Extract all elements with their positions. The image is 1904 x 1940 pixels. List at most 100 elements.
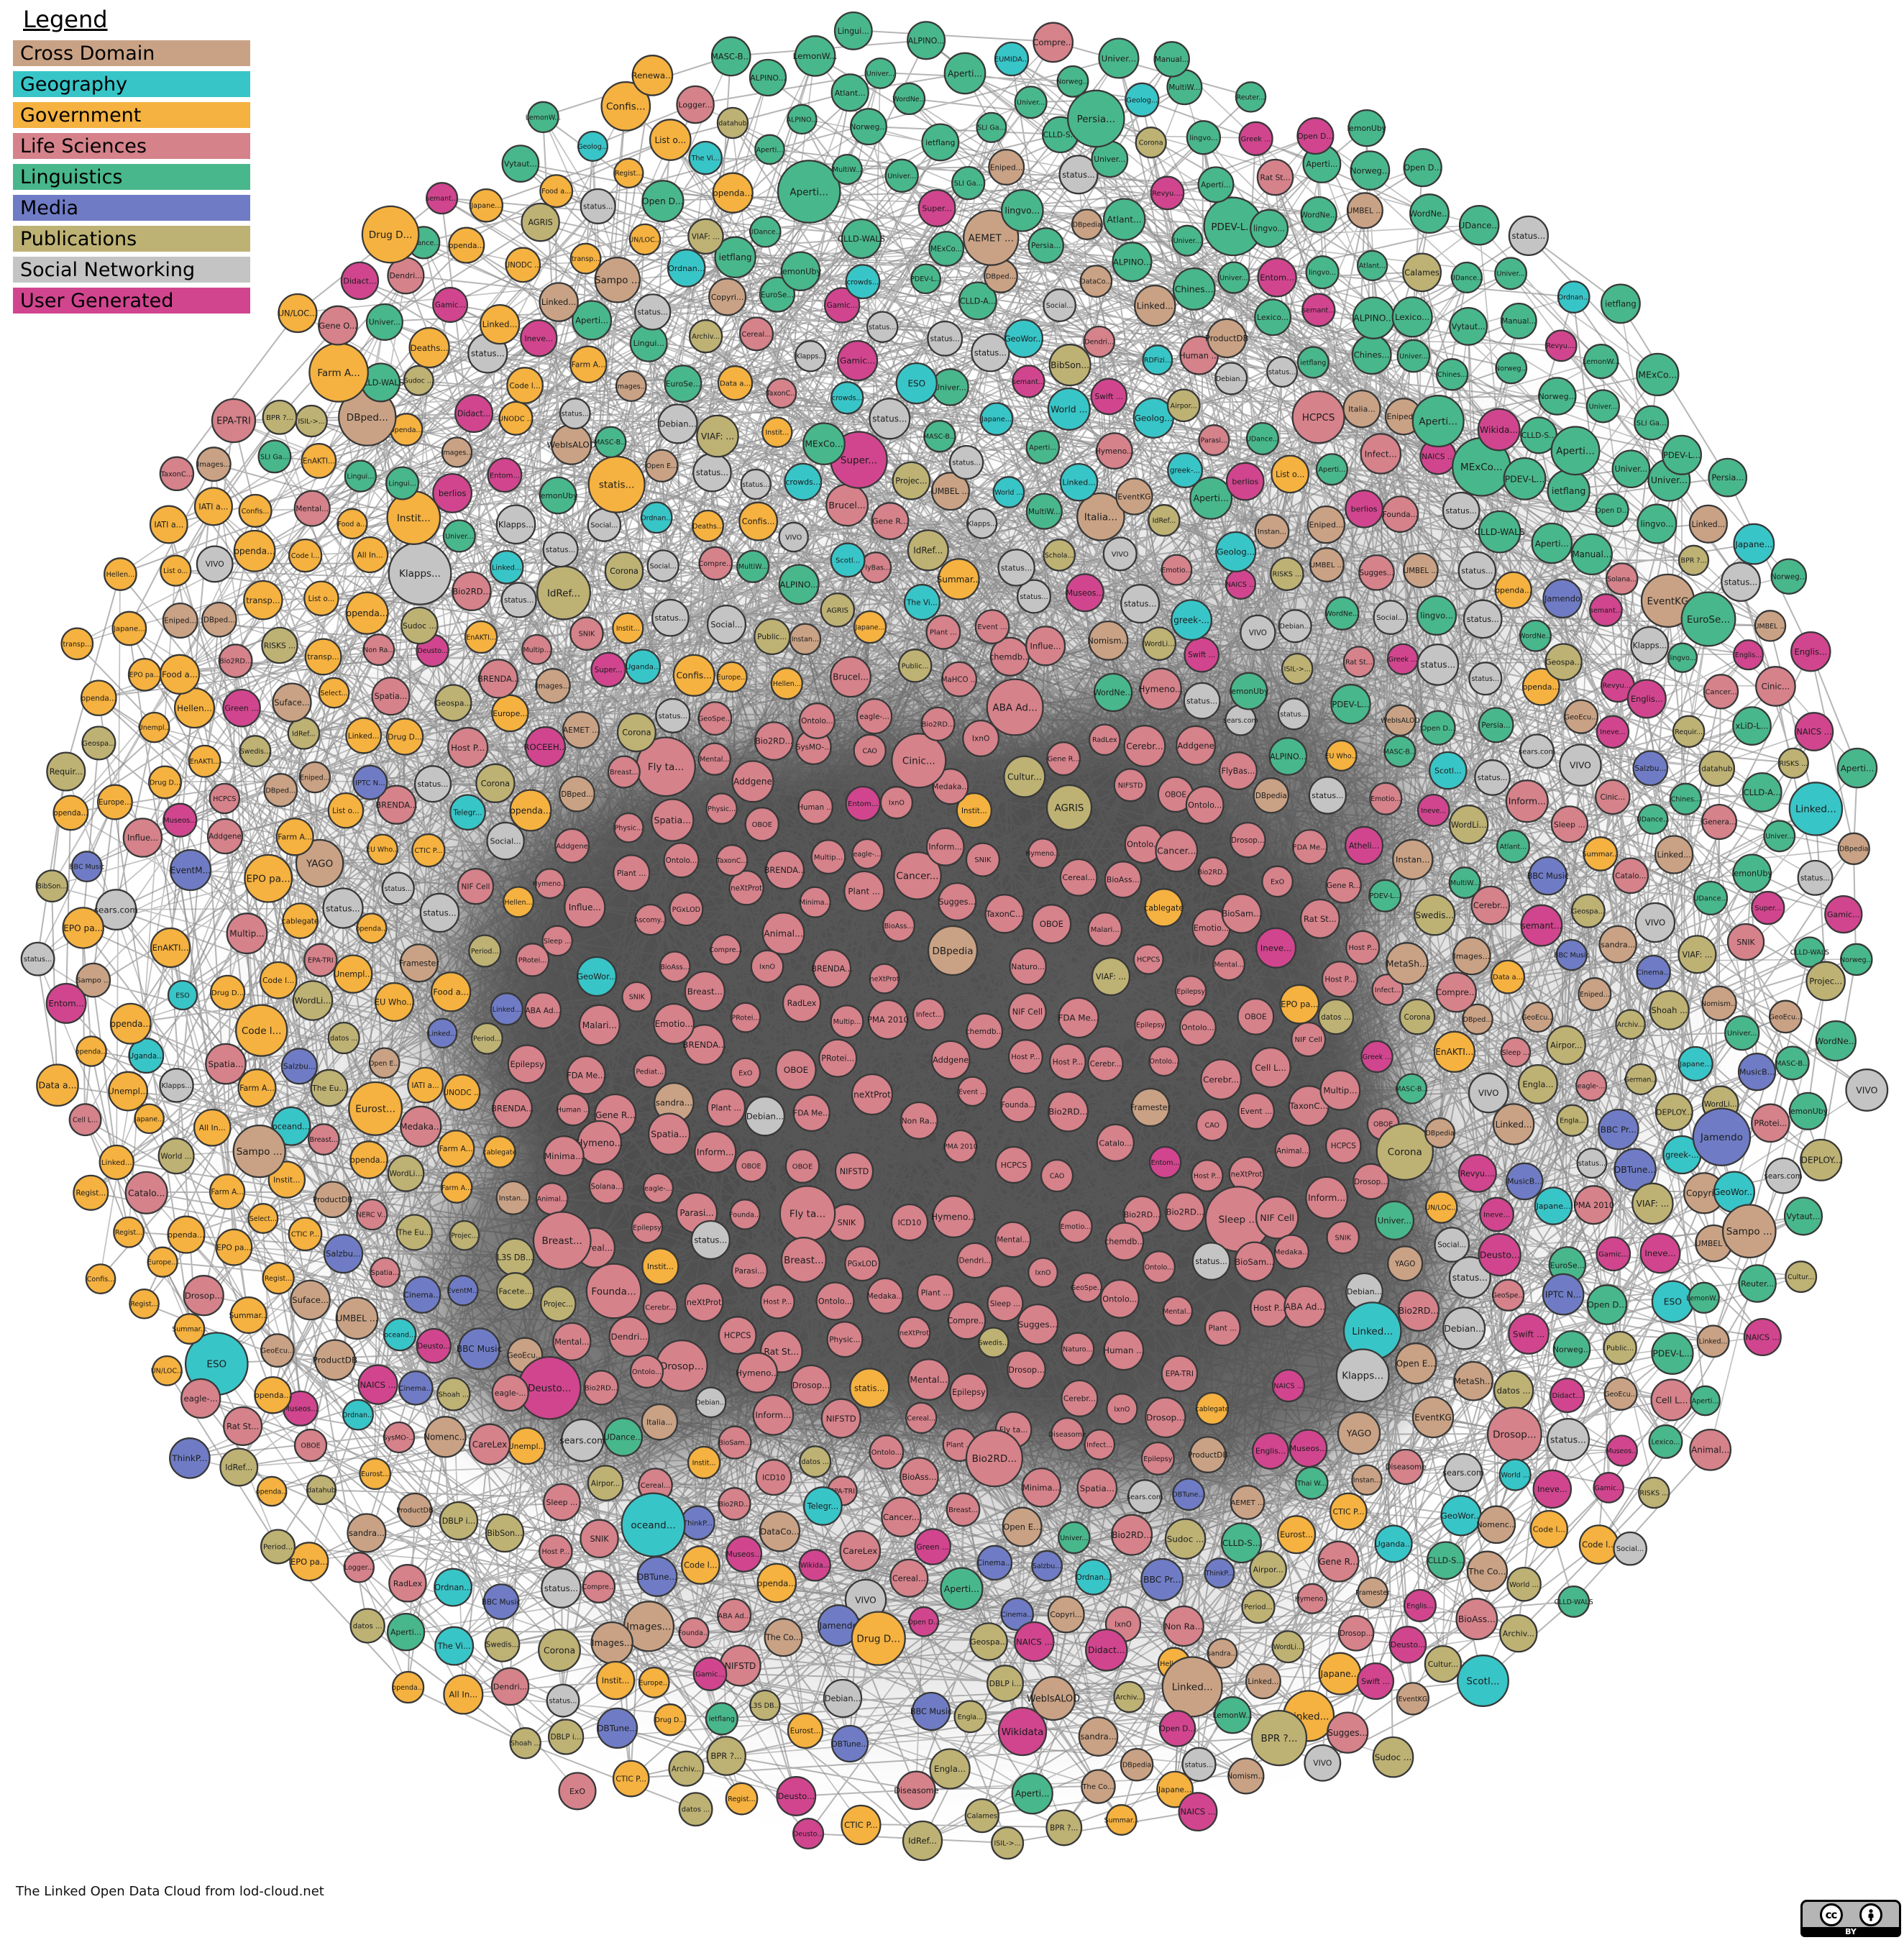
dataset-node[interactable] (1550, 426, 1601, 476)
dataset-node[interactable] (1204, 1557, 1235, 1589)
dataset-node[interactable] (201, 601, 237, 638)
dataset-node[interactable] (965, 842, 1001, 877)
dataset-node[interactable] (543, 1483, 581, 1522)
dataset-node[interactable] (613, 157, 644, 189)
dataset-node[interactable] (1123, 725, 1166, 767)
dataset-node[interactable] (442, 519, 476, 553)
dataset-node[interactable] (407, 1066, 444, 1104)
dataset-node[interactable] (1195, 1391, 1230, 1426)
dataset-node[interactable] (752, 1394, 795, 1436)
dataset-node[interactable] (386, 1613, 426, 1652)
dataset-node[interactable] (1167, 452, 1204, 488)
dataset-node[interactable] (478, 659, 518, 699)
dataset-node[interactable] (787, 104, 818, 135)
dataset-node[interactable] (1003, 755, 1046, 798)
dataset-node[interactable] (1768, 999, 1803, 1034)
dataset-node[interactable] (1189, 476, 1233, 520)
dataset-node[interactable] (1139, 667, 1182, 710)
dataset-node[interactable] (1783, 1197, 1823, 1236)
dataset-node[interactable] (1631, 1182, 1674, 1225)
dataset-node[interactable] (740, 468, 772, 500)
dataset-node[interactable] (1534, 1186, 1573, 1225)
dataset-node[interactable] (1805, 961, 1846, 1002)
dataset-node[interactable] (159, 1068, 194, 1103)
dataset-node[interactable] (890, 1203, 929, 1242)
dataset-node[interactable] (62, 907, 104, 949)
dataset-node[interactable] (318, 305, 358, 346)
dataset-node[interactable] (359, 1458, 392, 1491)
dataset-node[interactable] (150, 927, 191, 969)
dataset-node[interactable] (927, 320, 964, 357)
dataset-node[interactable] (1741, 772, 1782, 813)
dataset-node[interactable] (587, 1465, 624, 1501)
dataset-node[interactable] (1337, 1615, 1375, 1652)
dataset-node[interactable] (1448, 1255, 1491, 1299)
dataset-node[interactable] (1751, 890, 1785, 925)
dataset-node[interactable] (1450, 261, 1483, 293)
dataset-node[interactable] (426, 182, 459, 215)
dataset-node[interactable] (1045, 784, 1093, 831)
dataset-node[interactable] (1550, 805, 1589, 843)
dataset-node[interactable] (969, 1622, 1008, 1661)
dataset-node[interactable] (1531, 522, 1573, 564)
dataset-node[interactable] (1172, 267, 1216, 311)
dataset-node[interactable] (434, 684, 472, 722)
dataset-node[interactable] (907, 1358, 951, 1401)
dataset-node[interactable] (636, 1556, 678, 1597)
dataset-node[interactable] (738, 316, 774, 352)
dataset-node[interactable] (900, 1457, 939, 1497)
dataset-node[interactable] (1161, 1656, 1223, 1718)
dataset-node[interactable] (159, 456, 195, 492)
dataset-node[interactable] (1240, 614, 1276, 651)
dataset-node[interactable] (489, 549, 524, 585)
dataset-node[interactable] (128, 1038, 165, 1074)
dataset-node[interactable] (678, 1617, 710, 1649)
dataset-node[interactable] (167, 1215, 206, 1254)
dataset-node[interactable] (799, 1445, 832, 1478)
dataset-node[interactable] (419, 892, 460, 933)
dataset-node[interactable] (1474, 759, 1511, 796)
dataset-node[interactable] (282, 902, 319, 939)
dataset-node[interactable] (1433, 1030, 1475, 1073)
dataset-node[interactable] (818, 1038, 858, 1078)
dataset-node[interactable] (542, 531, 579, 568)
dataset-node[interactable] (1353, 1163, 1390, 1200)
dataset-node[interactable] (388, 1564, 427, 1603)
dataset-node[interactable] (974, 609, 1010, 644)
dataset-node[interactable] (343, 1552, 375, 1583)
dataset-node[interactable] (70, 851, 103, 883)
dataset-node[interactable] (539, 174, 574, 209)
dataset-node[interactable] (147, 1246, 178, 1278)
dataset-node[interactable] (1672, 715, 1706, 749)
dataset-node[interactable] (607, 755, 641, 789)
dataset-node[interactable] (1163, 1605, 1204, 1647)
dataset-node[interactable] (1277, 697, 1310, 731)
dataset-node[interactable] (1751, 1103, 1790, 1143)
dataset-node[interactable] (604, 551, 644, 591)
dataset-node[interactable] (1102, 198, 1146, 241)
dataset-node[interactable] (1528, 856, 1568, 896)
dataset-node[interactable] (1589, 593, 1623, 627)
dataset-node[interactable] (1178, 1792, 1218, 1832)
dataset-node[interactable] (576, 956, 618, 997)
dataset-node[interactable] (1479, 1197, 1514, 1232)
dataset-node[interactable] (910, 263, 941, 295)
dataset-node[interactable] (1542, 1273, 1585, 1316)
dataset-node[interactable] (731, 1252, 768, 1289)
dataset-node[interactable] (1578, 977, 1612, 1012)
dataset-node[interactable] (613, 854, 651, 892)
dataset-node[interactable] (169, 1437, 211, 1479)
dataset-node[interactable] (994, 1145, 1033, 1184)
dataset-node[interactable] (914, 1528, 951, 1565)
dataset-node[interactable] (1198, 424, 1230, 457)
dataset-node[interactable] (521, 202, 560, 242)
dataset-node[interactable] (134, 1103, 165, 1135)
dataset-node[interactable] (468, 1423, 511, 1465)
dataset-node[interactable] (1012, 365, 1045, 398)
dataset-node[interactable] (770, 667, 803, 700)
dataset-node[interactable] (209, 782, 241, 815)
dataset-node[interactable] (1396, 339, 1431, 373)
dataset-node[interactable] (823, 287, 861, 324)
dataset-node[interactable] (490, 992, 523, 1026)
dataset-node[interactable] (1104, 861, 1143, 899)
